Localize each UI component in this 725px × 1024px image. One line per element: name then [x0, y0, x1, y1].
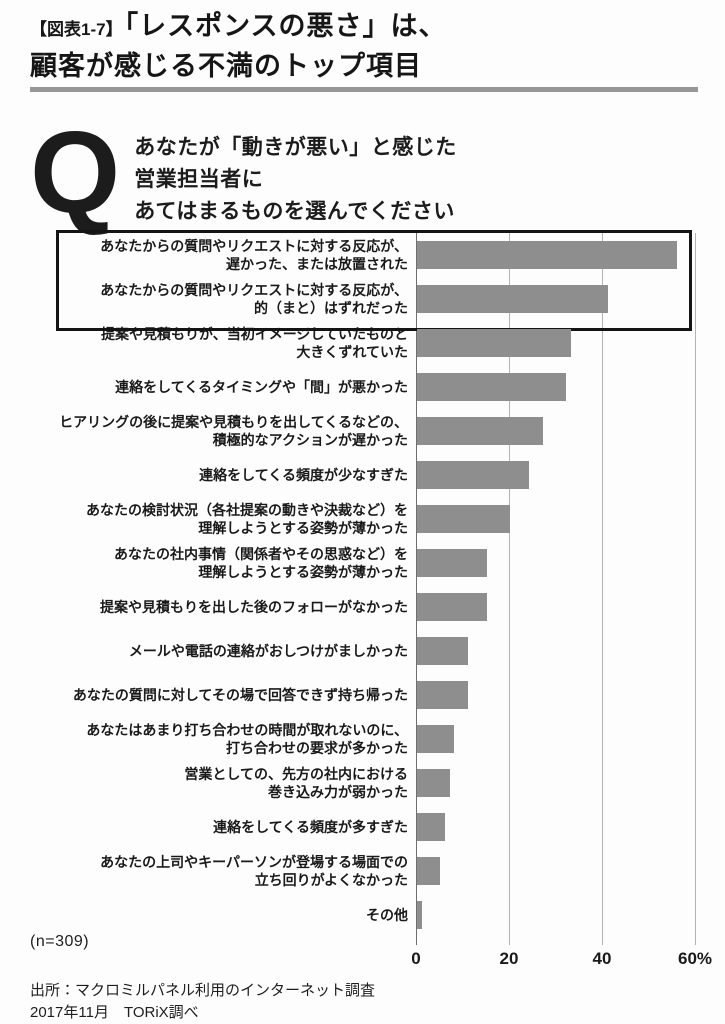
axis-baseline: [416, 233, 417, 945]
bar-chart: あなたからの質問やリクエストに対する反応が、 遅かった、または放置された あなたか…: [0, 230, 725, 968]
bar: [417, 813, 445, 841]
bar-track: [416, 277, 725, 321]
question-text: あなたが「動きが悪い」と感じた 営業担当者に あてはまるものを選んでください: [134, 124, 457, 228]
axis-tick-label: 40: [592, 949, 612, 968]
figure-title-line1: 【図表1-7】「レスポンスの悪さ」は、: [30, 8, 700, 48]
chart-gridlines: [416, 233, 725, 945]
chart-row: あなたの検討状況（各社提案の動きや決裁など）を 理解しようとする姿勢が薄かった: [0, 497, 725, 541]
bar-track: [416, 365, 725, 409]
bar-track: [416, 717, 725, 761]
bar-track: [416, 673, 725, 717]
bar: [417, 285, 608, 313]
question-line-3: あてはまるものを選んでください: [134, 200, 455, 223]
chart-row: メールや電話の連絡がおしつけがましかった: [0, 629, 725, 673]
chart-rows: あなたからの質問やリクエストに対する反応が、 遅かった、または放置された あなたか…: [0, 230, 725, 937]
chart-row: 連絡をしてくる頻度が多すぎた: [0, 805, 725, 849]
category-label: 連絡をしてくるタイミングや「間」が悪かった: [115, 379, 408, 395]
chart-row: あなたからの質問やリクエストに対する反応が、 遅かった、または放置された: [0, 233, 725, 277]
bar-track: [416, 761, 725, 805]
chart-row: あなたの質問に対してその場で回答できず持ち帰った: [0, 673, 725, 717]
chart-row: 提案や見積もりを出した後のフォローがなかった: [0, 585, 725, 629]
category-label: あなたの上司やキーパーソンが登場する場面での 立ち回りがよくなかった: [100, 854, 408, 888]
bar-track: [416, 629, 725, 673]
bar: [417, 769, 450, 797]
chart-row: あなたからの質問やリクエストに対する反応が、 的（まと）はずれだった: [0, 277, 725, 321]
title-divider: [30, 87, 698, 92]
bar-track: [416, 321, 725, 365]
category-label: あなたの質問に対してその場で回答できず持ち帰った: [72, 687, 408, 703]
bar: [417, 637, 469, 665]
gridline: [602, 233, 603, 945]
figure-title-line2: 顧客が感じる不満のトップ項目: [30, 51, 422, 81]
bar-track: [416, 893, 725, 937]
bar: [417, 417, 543, 445]
category-label: 提案や見積もりが、当初イメージしていたものと 大きくずれていた: [100, 326, 408, 360]
bar: [417, 549, 487, 577]
source-line-1: 出所：マクロミルパネル利用のインターネット調査: [30, 982, 376, 999]
chart-row: あなたはあまり打ち合わせの時間が取れないのに、 打ち合わせの要求が多かった: [0, 717, 725, 761]
category-label: あなたからの質問やリクエストに対する反応が、 的（まと）はずれだった: [100, 282, 408, 316]
category-label: あなたの社内事情（関係者やその思惑など）を 理解しようとする姿勢が薄かった: [114, 546, 408, 580]
category-label: メールや電話の連絡がおしつけがましかった: [128, 643, 408, 659]
axis-tick-label: 20: [499, 949, 519, 968]
bar: [417, 329, 571, 357]
bar-track: [416, 849, 725, 893]
axis-tick-label: 60%: [677, 949, 713, 968]
category-label: あなたからの質問やリクエストに対する反応が、 遅かった、または放置された: [100, 238, 408, 272]
category-label: 提案や見積もりを出した後のフォローがなかった: [100, 599, 408, 615]
chart-row: その他: [0, 893, 725, 937]
source-line-2: 2017年11月 TORiX調べ: [30, 1004, 199, 1021]
gridline: [509, 233, 510, 945]
category-label: 連絡をしてくる頻度が少なすぎた: [199, 467, 408, 483]
category-label: 連絡をしてくる頻度が多すぎた: [213, 819, 408, 835]
bar: [417, 681, 469, 709]
chart-row: あなたの社内事情（関係者やその思惑など）を 理解しようとする姿勢が薄かった: [0, 541, 725, 585]
bar: [417, 373, 566, 401]
chart-row: 提案や見積もりが、当初イメージしていたものと 大きくずれていた: [0, 321, 725, 365]
x-axis: 0 20 40 60%: [411, 949, 725, 975]
question-line-2: 営業担当者に: [134, 168, 264, 191]
figure-header: 【図表1-7】「レスポンスの悪さ」は、 顧客が感じる不満のトップ項目: [30, 8, 700, 84]
q-mark: Q: [30, 107, 120, 237]
bar-track: [416, 233, 725, 277]
bar-track: [416, 409, 725, 453]
figure-title-text1: 「レスポンスの悪さ」は、: [124, 11, 447, 41]
bar-track: [416, 805, 725, 849]
question-line-1: あなたが「動きが悪い」と感じた: [134, 136, 457, 159]
category-label: その他: [366, 907, 408, 923]
category-label: ヒアリングの後に提案や見積もりを出してくるなどの、 積極的なアクションが遅かった: [59, 414, 408, 448]
axis-tick-label: 0: [411, 949, 421, 968]
bar: [417, 901, 422, 929]
chart-row: 営業としての、先方の社内における 巻き込み力が弱かった: [0, 761, 725, 805]
gridline: [695, 233, 696, 945]
chart-row: ヒアリングの後に提案や見積もりを出してくるなどの、 積極的なアクションが遅かった: [0, 409, 725, 453]
chart-row: 連絡をしてくる頻度が少なすぎた: [0, 453, 725, 497]
figure-tag: 【図表1-7】: [30, 20, 123, 39]
source-footer: 出所：マクロミルパネル利用のインターネット調査 2017年11月 TORiX調べ: [30, 980, 375, 1024]
chart-row: 連絡をしてくるタイミングや「間」が悪かった: [0, 365, 725, 409]
category-label: あなたはあまり打ち合わせの時間が取れないのに、 打ち合わせの要求が多かった: [86, 722, 408, 756]
bar: [417, 725, 455, 753]
sample-size-label: (n=309): [30, 933, 90, 950]
bar-track: [416, 453, 725, 497]
bar: [417, 505, 510, 533]
bar-track: [416, 541, 725, 585]
bar-track: [416, 585, 725, 629]
chart-row: あなたの上司やキーパーソンが登場する場面での 立ち回りがよくなかった: [0, 849, 725, 893]
category-label: あなたの検討状況（各社提案の動きや決裁など）を 理解しようとする姿勢が薄かった: [86, 502, 408, 536]
bar: [417, 857, 441, 885]
bar: [417, 461, 529, 489]
bar: [417, 241, 678, 269]
bar-track: [416, 497, 725, 541]
question-block: Q あなたが「動きが悪い」と感じた 営業担当者に あてはまるものを選んでください: [30, 107, 457, 237]
category-label: 営業としての、先方の社内における 巻き込み力が弱かった: [184, 766, 408, 800]
bar: [417, 593, 487, 621]
